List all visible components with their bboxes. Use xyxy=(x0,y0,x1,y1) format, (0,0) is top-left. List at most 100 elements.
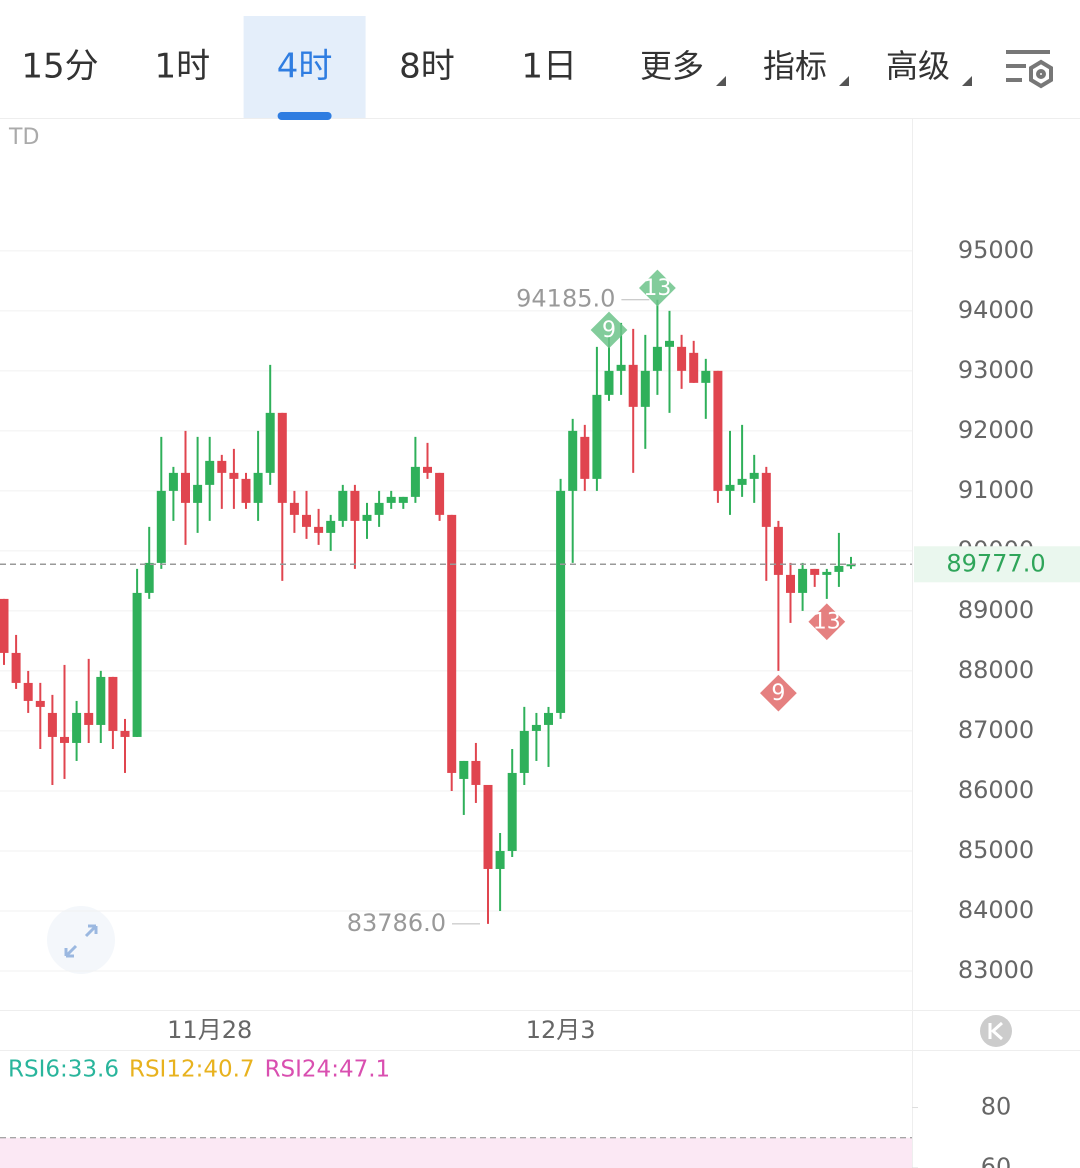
toolbar xyxy=(0,0,1080,118)
candle-body xyxy=(568,430,578,491)
expand-button[interactable] xyxy=(47,906,115,974)
rsi-tick-label: 80 xyxy=(981,1093,1012,1121)
candle-body xyxy=(749,472,759,479)
high-label: 94185.0 xyxy=(516,285,615,313)
rsi-legend: RSI6:33.6 xyxy=(8,1057,119,1083)
candle-body xyxy=(773,526,783,575)
candle-body xyxy=(519,730,529,773)
candle-body xyxy=(47,712,57,737)
candle-body xyxy=(338,490,348,521)
menu-arrow xyxy=(839,76,849,86)
y-tick-label: 91000 xyxy=(958,476,1034,504)
candle-body xyxy=(326,520,336,533)
candle-body xyxy=(181,472,190,503)
candle-body xyxy=(386,496,396,503)
candle-body xyxy=(665,340,674,347)
candle-body xyxy=(640,370,650,407)
candle-body xyxy=(713,370,723,491)
candle-body xyxy=(737,478,747,485)
chart: 15分 1时 4时 8时 1日 更多 指标 高级 83000 84000 85000 86000 870… xyxy=(0,16,1080,1168)
menu-button[interactable]: 更多 xyxy=(640,47,704,85)
reset-button[interactable] xyxy=(980,1015,1012,1047)
candle-body xyxy=(580,436,590,479)
candle-body xyxy=(471,760,481,785)
candle-body xyxy=(241,478,251,503)
candle-body xyxy=(96,676,106,725)
candle-body xyxy=(265,412,275,473)
active-tab-bg xyxy=(243,16,366,118)
candle-body xyxy=(132,592,142,737)
menu-button[interactable]: 指标 xyxy=(763,47,827,85)
candle-body xyxy=(483,784,493,869)
candle-body xyxy=(84,712,94,725)
candle-body xyxy=(531,724,541,731)
candle-body xyxy=(23,682,33,701)
x-tick-label: 12月3 xyxy=(526,1016,596,1044)
candle-body xyxy=(398,496,408,503)
timeframe-tab[interactable]: 1时 xyxy=(154,47,210,87)
candle-body xyxy=(495,850,505,869)
candle-body xyxy=(834,565,844,572)
y-tick-label: 87000 xyxy=(958,716,1034,744)
candle-body xyxy=(410,466,420,497)
td-mark-label: 9 xyxy=(771,681,785,706)
menu-arrow xyxy=(962,76,972,86)
candle-body xyxy=(459,760,469,779)
rsi-tick-label: 60 xyxy=(981,1153,1012,1168)
candle-body xyxy=(205,460,215,485)
low-label: 83786.0 xyxy=(347,909,446,937)
indicator-label: TD xyxy=(8,125,39,150)
candle-body xyxy=(60,736,69,743)
candle-body xyxy=(302,514,311,527)
candle-body xyxy=(447,514,457,773)
timeframe-tab[interactable]: 15分 xyxy=(21,47,98,87)
rsi-zone xyxy=(0,1137,912,1168)
candle-body xyxy=(786,574,795,593)
candle-body xyxy=(435,472,445,515)
candle-body xyxy=(193,484,203,503)
candle-body xyxy=(592,394,602,479)
candle-body xyxy=(677,346,687,371)
candle-body xyxy=(72,712,82,743)
td-mark-diamond xyxy=(760,674,797,712)
candle-body xyxy=(253,472,263,503)
candle-body xyxy=(616,364,626,371)
candle-body xyxy=(144,562,154,593)
x-tick-label: 11月28 xyxy=(167,1016,252,1044)
candle-body xyxy=(761,472,771,527)
y-tick-label: 83000 xyxy=(958,956,1034,984)
td-mark-label: 9 xyxy=(602,318,616,343)
candle-body xyxy=(120,730,130,737)
candle-body xyxy=(798,568,808,593)
candle-body xyxy=(168,472,178,491)
candle-body xyxy=(314,526,324,533)
candle-body xyxy=(108,676,118,731)
candle-body xyxy=(507,772,517,851)
candle-body xyxy=(229,472,239,479)
candle-body xyxy=(374,502,384,515)
menu-button[interactable]: 高级 xyxy=(886,47,950,85)
y-tick-label: 88000 xyxy=(958,656,1034,684)
candle-body xyxy=(277,412,287,503)
candle-body xyxy=(217,460,227,473)
candle-body xyxy=(35,700,45,707)
last-price-label: 89777.0 xyxy=(946,549,1045,577)
candle-body xyxy=(11,652,21,683)
timeframe-tab[interactable]: 1日 xyxy=(521,47,577,87)
candle-body xyxy=(810,568,820,575)
timeframe-tab[interactable]: 4时 xyxy=(277,47,333,87)
y-tick-label: 94000 xyxy=(958,296,1034,324)
y-tick-label: 92000 xyxy=(958,416,1034,444)
candle-body xyxy=(628,364,638,407)
settings-icon[interactable] xyxy=(1006,50,1053,89)
candle-body xyxy=(846,564,856,567)
timeframe-tab[interactable]: 8时 xyxy=(399,47,455,87)
candle-body xyxy=(652,346,662,371)
candle-body xyxy=(544,712,553,725)
y-tick-label: 84000 xyxy=(958,896,1034,924)
candle-body xyxy=(689,352,699,383)
candle-body xyxy=(556,490,566,713)
candle-body xyxy=(725,484,735,491)
td-mark-diamond xyxy=(639,269,676,307)
